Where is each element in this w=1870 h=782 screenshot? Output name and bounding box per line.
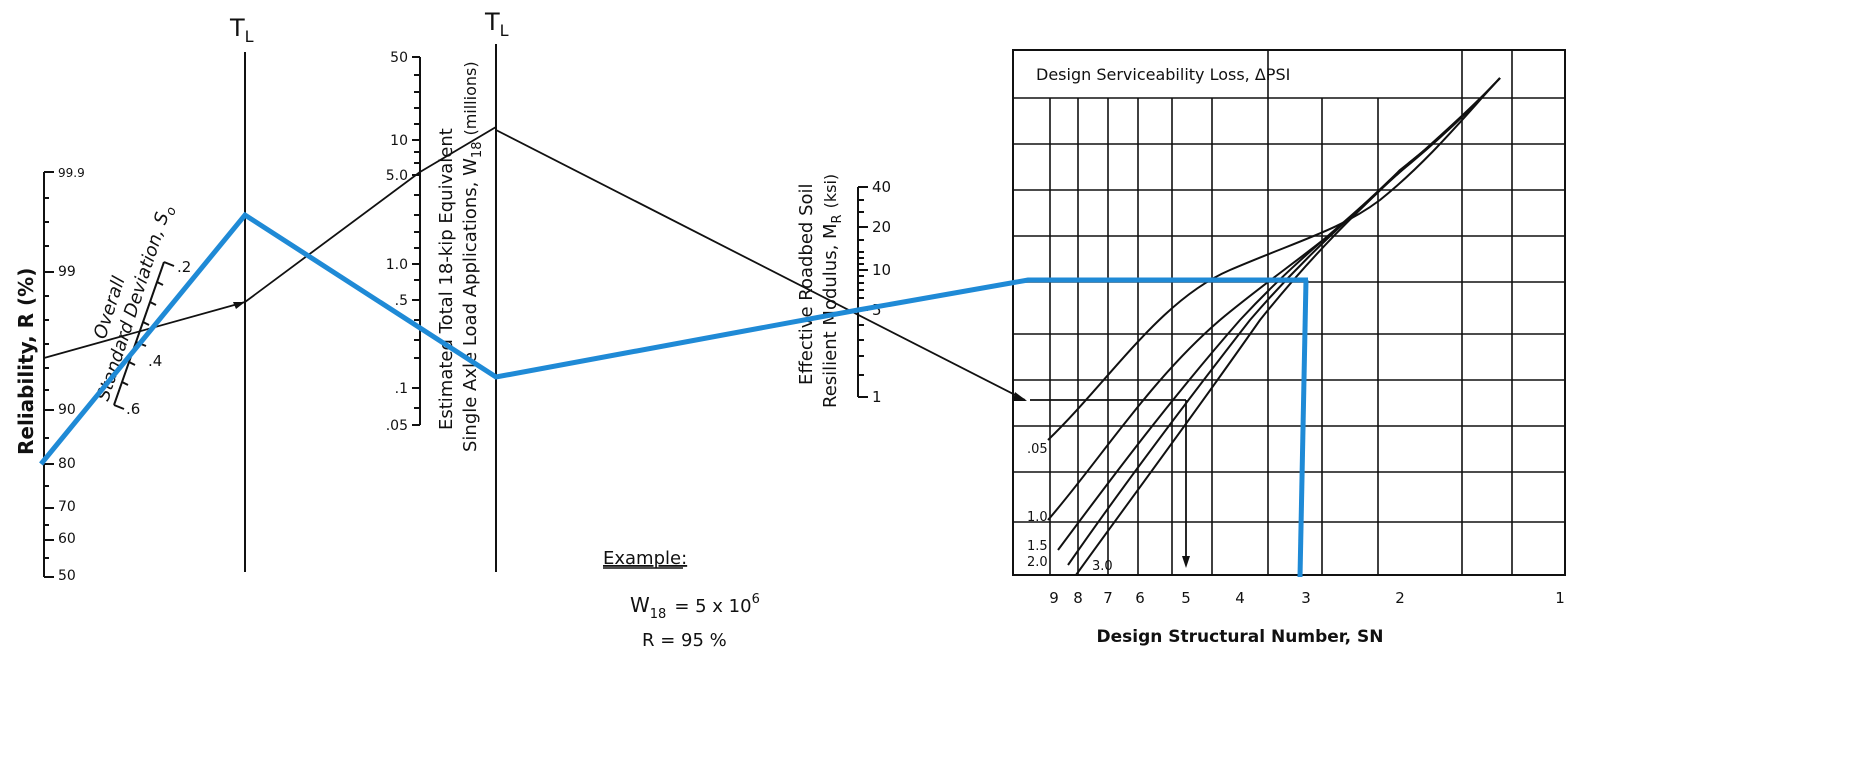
w18-title-line2: Single Axle Load Applications, W18(milli… <box>460 61 485 452</box>
psi-curve-label: 1.5 <box>1027 539 1048 554</box>
turning-line-label: TL <box>229 14 254 46</box>
solution-path <box>39 211 1309 578</box>
mr-tick-label: 40 <box>872 178 891 196</box>
w18-scale: 50 10 5.0 1.0 .5 .1 .05 Estimated Total … <box>386 50 485 452</box>
reliability-title: Reliability, R (%) <box>14 268 38 455</box>
mr-title-line2: Resilient Modulus, MR(ksi) <box>820 174 845 408</box>
example-line-r-so <box>43 301 246 359</box>
w18-tick-labels: 50 10 5.0 1.0 .5 .1 .05 <box>386 50 408 434</box>
w18-tick-label: .1 <box>395 381 408 397</box>
psi-curves <box>1047 77 1501 576</box>
std-dev-axis <box>113 261 165 406</box>
example-line-w18-tl <box>419 126 497 173</box>
reliability-tick-label: 80 <box>58 456 76 472</box>
mr-tick-labels: 40 20 10 5 1 <box>872 178 891 406</box>
w18-tick-label: .05 <box>386 418 408 434</box>
std-dev-tick-label: .4 <box>148 352 162 370</box>
sn-tick-label: 9 <box>1049 589 1059 607</box>
example-line-tl-w18 <box>244 171 421 303</box>
arrowhead-icon <box>1182 556 1190 568</box>
sn-tick-label: 1 <box>1555 589 1565 607</box>
mr-tick-label: 20 <box>872 218 891 236</box>
sn-tick-label: 2 <box>1395 589 1405 607</box>
design-chart-header: Design Serviceability Loss, ΔPSI <box>1036 65 1290 84</box>
reliability-ticks <box>44 171 54 578</box>
sn-tick-label: 6 <box>1135 589 1145 607</box>
w18-tick-label: 5.0 <box>386 168 408 184</box>
mr-tick-label: 10 <box>872 261 891 279</box>
design-chart-grid <box>1013 50 1565 575</box>
psi-curve-label: 2.0 <box>1027 555 1048 570</box>
std-dev-tick-label: .2 <box>177 258 191 276</box>
psi-curve-label: 1.0 <box>1027 510 1048 525</box>
sn-tick-labels: 9 8 7 6 5 4 3 2 1 <box>1049 589 1565 607</box>
solution-path-line <box>39 211 1308 466</box>
reliability-tick-label: 50 <box>58 568 76 584</box>
reliability-tick-labels: 50 60 70 80 90 99 99.9 <box>58 166 85 584</box>
mr-tick-label: 1 <box>872 388 882 406</box>
w18-tick-label: 10 <box>390 133 408 149</box>
psi-curve <box>1057 77 1501 551</box>
arrowhead-icon <box>1013 392 1027 401</box>
psi-curve-label: .05 <box>1027 442 1048 457</box>
example-line-tl-design <box>495 129 1026 401</box>
w18-ticks <box>412 56 420 426</box>
turning-line-1: TL <box>229 14 254 572</box>
reliability-tick-label: 70 <box>58 499 76 515</box>
w18-tick-label: 50 <box>390 50 408 66</box>
reliability-scale: 50 60 70 80 90 99 99.9 Reliability, R (%… <box>14 166 85 584</box>
design-chart: Design Serviceability Loss, ΔPSI .05 1.0… <box>1012 49 1566 647</box>
sn-tick-label: 5 <box>1181 589 1191 607</box>
example-r: R = 95 % <box>642 630 727 651</box>
mr-ticks <box>858 186 868 398</box>
design-chart-xlabel: Design Structural Number, SN <box>1096 627 1383 647</box>
reliability-tick-label: 60 <box>58 531 76 547</box>
sn-tick-label: 7 <box>1103 589 1113 607</box>
w18-title-line1: Estimated Total 18-kip Equivalent <box>436 128 457 430</box>
sn-tick-label: 8 <box>1073 589 1083 607</box>
example-construction-lines <box>43 126 1190 568</box>
design-chart-frame <box>1012 49 1566 576</box>
sn-tick-label: 4 <box>1235 589 1245 607</box>
mr-scale: 40 20 10 5 1 Effective Roadbed Soil Resi… <box>796 174 891 408</box>
psi-curve <box>1047 77 1501 441</box>
turning-line-2: TL <box>484 8 509 572</box>
std-dev-tick-label: .6 <box>126 400 140 418</box>
reliability-tick-label: 90 <box>58 402 76 418</box>
mr-title-line1: Effective Roadbed Soil <box>796 183 817 385</box>
example-heading: Example: <box>603 548 687 569</box>
reliability-tick-label: 99.9 <box>58 166 85 180</box>
arrowhead-icon <box>233 302 245 309</box>
std-dev-ticks <box>113 261 175 410</box>
turning-line-label: TL <box>484 8 509 40</box>
psi-curve-labels: .05 1.0 1.5 2.0 3.0 <box>1027 442 1113 574</box>
sn-tick-label: 3 <box>1301 589 1311 607</box>
psi-curve <box>1075 77 1501 576</box>
reliability-tick-label: 99 <box>58 264 76 280</box>
psi-curve-label: 3.0 <box>1092 559 1113 574</box>
solution-path-drop <box>1297 279 1309 578</box>
example-block: Example: W18 = 5 x 106 R = 95 % <box>603 548 760 651</box>
w18-tick-label: 1.0 <box>386 257 408 273</box>
example-w18: W18 = 5 x 106 <box>630 592 760 622</box>
w18-tick-label: .5 <box>395 293 408 309</box>
psi-curve <box>1067 77 1501 566</box>
mr-tick-label: 5 <box>872 301 882 319</box>
